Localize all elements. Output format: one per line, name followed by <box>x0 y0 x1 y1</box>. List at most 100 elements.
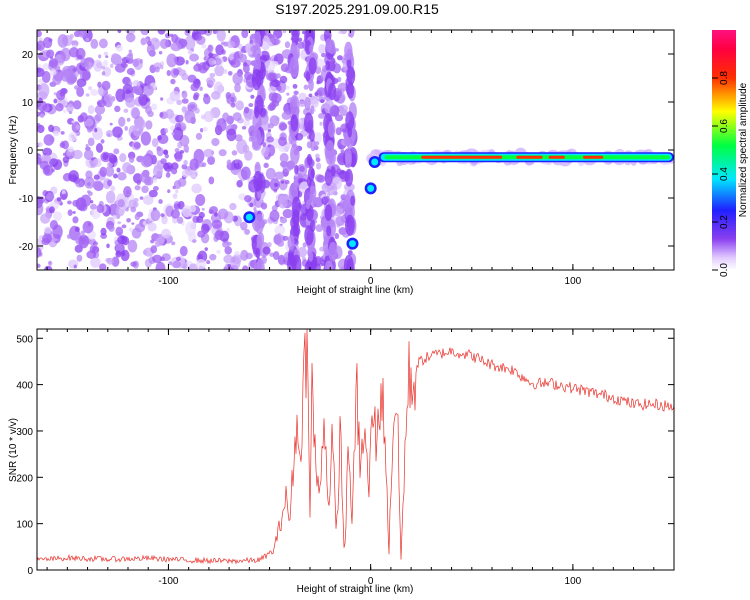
noise-speckle <box>253 207 257 212</box>
noise-speckle <box>192 239 197 243</box>
noise-speckle <box>319 121 323 126</box>
bright-spot-core <box>367 184 375 192</box>
noise-speckle <box>129 156 135 163</box>
noise-streak <box>324 168 333 186</box>
noise-speckle <box>199 86 203 92</box>
noise-speckle <box>164 33 171 39</box>
noise-speckle <box>124 125 129 131</box>
noise-speckle <box>241 125 247 130</box>
noise-speckle <box>187 101 198 112</box>
noise-speckle <box>209 253 217 261</box>
snr-plot-area <box>37 329 674 570</box>
noise-speckle <box>347 250 353 256</box>
noise-streak <box>254 108 260 119</box>
snr-x-tick-label: 0 <box>368 576 374 587</box>
noise-streak <box>309 129 315 142</box>
spectrogram-y-tick-label: -20 <box>19 242 34 253</box>
noise-speckle <box>106 257 114 265</box>
noise-speckle <box>175 256 182 262</box>
colorbar-tick-label: 0.6 <box>719 119 730 133</box>
noise-speckle <box>244 195 252 203</box>
noise-speckle <box>55 103 64 112</box>
noise-speckle <box>161 215 168 225</box>
noise-speckle <box>76 254 83 262</box>
noise-speckle <box>244 150 253 161</box>
noise-speckle <box>188 169 196 178</box>
noise-speckle <box>282 235 289 241</box>
noise-speckle <box>223 69 228 74</box>
noise-speckle <box>226 159 232 167</box>
noise-speckle <box>323 195 330 202</box>
bright-spot-core <box>348 240 356 248</box>
noise-speckle <box>75 125 80 130</box>
noise-speckle <box>152 165 163 178</box>
noise-speckle <box>115 250 122 258</box>
noise-speckle <box>56 197 62 202</box>
noise-speckle <box>226 97 231 104</box>
noise-speckle <box>140 131 152 146</box>
noise-speckle <box>160 158 167 165</box>
noise-speckle <box>115 88 126 103</box>
noise-streak <box>293 220 299 231</box>
noise-speckle <box>313 132 323 144</box>
noise-speckle <box>80 58 89 68</box>
noise-speckle <box>43 134 55 146</box>
noise-speckle <box>103 51 109 56</box>
noise-streak <box>290 143 300 165</box>
noise-speckle <box>139 58 143 64</box>
noise-speckle <box>37 142 43 147</box>
noise-speckle <box>139 171 150 183</box>
noise-speckle <box>189 53 200 62</box>
snr-y-tick-label: 500 <box>16 334 33 345</box>
noise-speckle <box>216 118 227 132</box>
noise-speckle <box>150 245 158 254</box>
noise-speckle <box>126 53 134 61</box>
noise-speckle <box>267 123 274 129</box>
noise-speckle <box>308 93 313 98</box>
noise-speckle <box>326 193 331 197</box>
noise-speckle <box>181 106 187 113</box>
noise-speckle <box>318 43 326 54</box>
noise-speckle <box>120 249 130 262</box>
noise-speckle <box>340 30 348 35</box>
noise-speckle <box>224 246 233 255</box>
noise-speckle <box>151 138 159 148</box>
noise-speckle <box>197 30 208 35</box>
spectrogram-y-axis-label: Frequency (Hz) <box>8 116 19 185</box>
noise-streak <box>255 247 261 259</box>
noise-speckle <box>139 196 144 200</box>
noise-speckle <box>130 106 140 119</box>
noise-streak <box>327 120 336 138</box>
noise-speckle <box>134 213 141 221</box>
noise-streak <box>328 82 337 101</box>
noise-speckle <box>340 149 345 154</box>
noise-streak <box>290 114 299 132</box>
noise-speckle <box>132 58 140 68</box>
noise-speckle <box>71 120 75 124</box>
noise-streak <box>309 219 316 233</box>
noise-speckle <box>49 206 55 214</box>
noise-speckle <box>214 65 225 77</box>
noise-speckle <box>96 204 105 214</box>
noise-streak <box>345 153 352 168</box>
noise-speckle <box>239 53 248 63</box>
noise-speckle <box>177 200 185 210</box>
noise-speckle <box>131 222 135 225</box>
noise-speckle <box>83 118 94 127</box>
noise-streak <box>306 153 313 166</box>
noise-speckle <box>232 112 242 122</box>
noise-speckle <box>37 111 41 117</box>
noise-speckle <box>211 137 220 147</box>
noise-streak <box>308 44 314 54</box>
colorbar-tick-label: 0.4 <box>719 167 730 181</box>
noise-speckle <box>61 193 67 200</box>
noise-speckle <box>127 199 137 209</box>
noise-streak <box>310 105 315 115</box>
noise-speckle <box>100 227 107 236</box>
noise-streak <box>253 44 261 61</box>
noise-speckle <box>195 259 207 270</box>
noise-speckle <box>335 127 342 136</box>
noise-speckle <box>179 150 185 154</box>
noise-speckle <box>99 166 107 177</box>
noise-speckle <box>279 75 288 84</box>
